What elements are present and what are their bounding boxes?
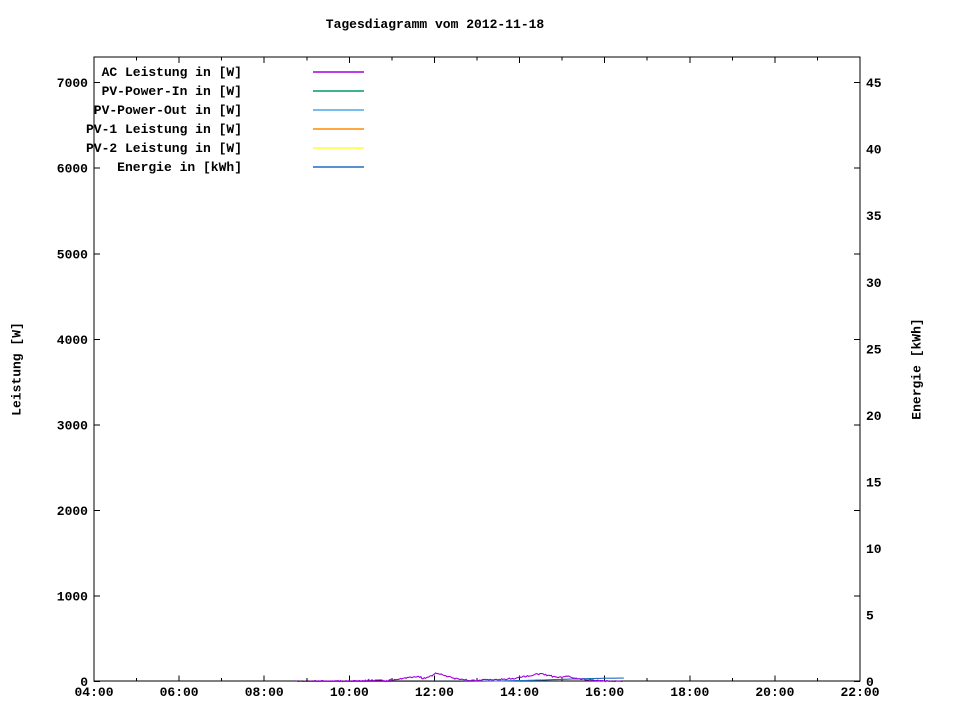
svg-text:10:00: 10:00: [330, 685, 369, 700]
svg-text:15: 15: [866, 475, 882, 490]
svg-text:10: 10: [866, 542, 882, 557]
svg-text:12:00: 12:00: [415, 685, 454, 700]
svg-text:06:00: 06:00: [160, 685, 199, 700]
svg-text:0: 0: [80, 675, 88, 690]
svg-text:08:00: 08:00: [245, 685, 284, 700]
svg-text:5: 5: [866, 609, 874, 624]
svg-text:Energie in [kWh]: Energie in [kWh]: [117, 160, 242, 175]
svg-text:PV-2 Leistung in [W]: PV-2 Leistung in [W]: [86, 141, 242, 156]
svg-text:5000: 5000: [57, 247, 88, 262]
svg-text:18:00: 18:00: [670, 685, 709, 700]
svg-text:35: 35: [866, 209, 882, 224]
svg-text:40: 40: [866, 143, 882, 158]
svg-text:22:00: 22:00: [840, 685, 879, 700]
svg-text:3000: 3000: [57, 418, 88, 433]
svg-text:PV-Power-Out in [W]: PV-Power-Out in [W]: [94, 103, 242, 118]
svg-text:PV-Power-In in [W]: PV-Power-In in [W]: [102, 84, 242, 99]
svg-text:20: 20: [866, 409, 882, 424]
svg-text:1000: 1000: [57, 590, 88, 605]
svg-text:4000: 4000: [57, 333, 88, 348]
svg-text:AC Leistung in [W]: AC Leistung in [W]: [102, 65, 242, 80]
svg-text:14:00: 14:00: [500, 685, 539, 700]
svg-text:7000: 7000: [57, 76, 88, 91]
svg-text:30: 30: [866, 276, 882, 291]
svg-text:16:00: 16:00: [585, 685, 624, 700]
svg-text:PV-1 Leistung in [W]: PV-1 Leistung in [W]: [86, 122, 242, 137]
svg-text:2000: 2000: [57, 504, 88, 519]
svg-text:45: 45: [866, 76, 882, 91]
svg-text:6000: 6000: [57, 162, 88, 177]
svg-text:0: 0: [866, 675, 874, 690]
svg-text:25: 25: [866, 342, 882, 357]
svg-text:20:00: 20:00: [755, 685, 794, 700]
